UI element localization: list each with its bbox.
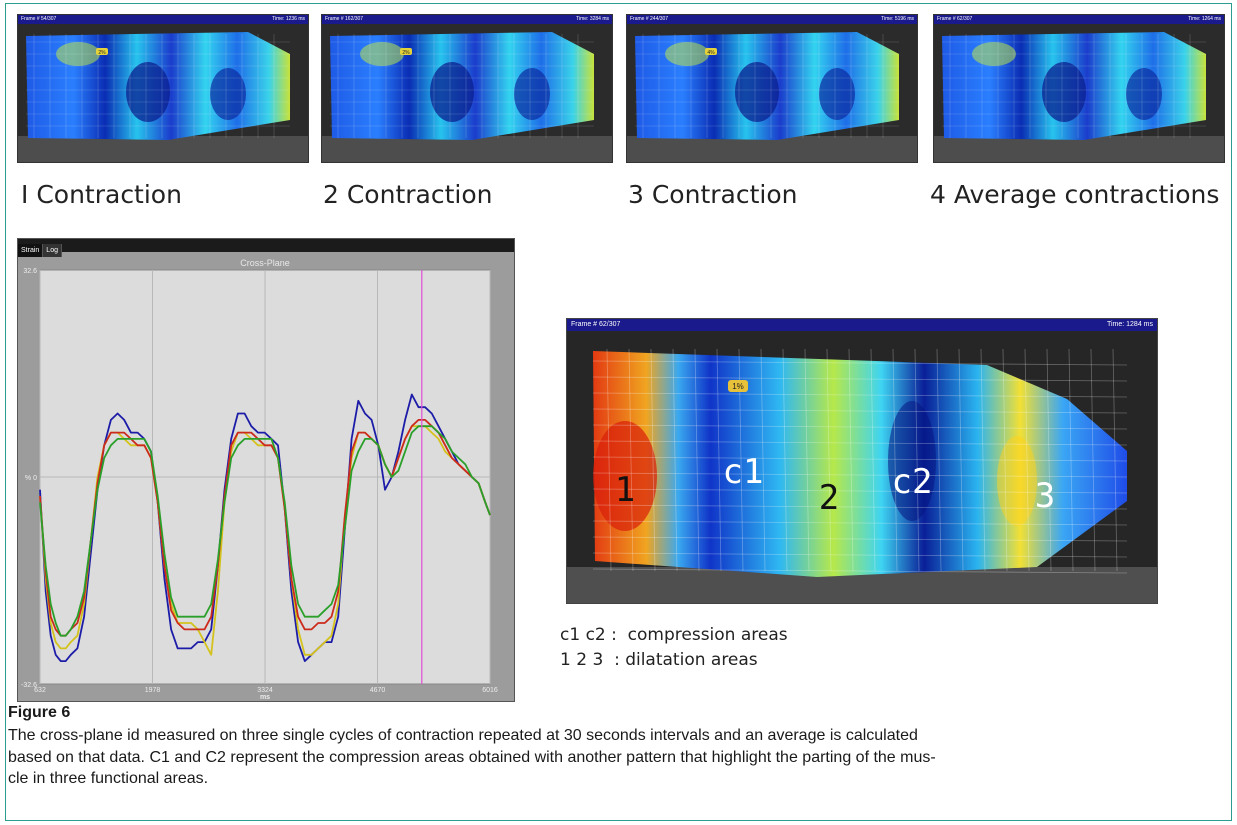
thumbnail-caption: I Contraction: [21, 180, 182, 209]
region-label: 2: [819, 478, 839, 518]
y-tick-label: 0: [33, 475, 37, 482]
x-axis-label: ms: [260, 694, 270, 701]
frame-time: Time: 1236 ms: [272, 16, 305, 22]
y-tick-label: -32.6: [21, 682, 37, 689]
tab-log[interactable]: Log: [43, 244, 62, 257]
strain-map-image: [934, 24, 1224, 162]
percent-badge: 4%: [707, 50, 715, 56]
thumbnail-contraction-2: Frame # 162/307 Time: 3284 ms 2%: [321, 14, 613, 163]
series-line-4: [39, 425, 491, 637]
figure-title: Figure 6: [8, 704, 71, 721]
x-tick-label: 3324: [257, 687, 273, 694]
thumbnail-average: Frame # 62/307 Time: 1264 ms: [933, 14, 1225, 163]
frame-time: Time: 1264 ms: [1188, 16, 1221, 22]
percent-badge: 2%: [402, 50, 410, 56]
frame-number: Frame # 244/307: [630, 16, 669, 22]
legend-compression: c1 c2 : compression areas: [560, 625, 788, 645]
strain-map-image: 4%: [627, 24, 917, 162]
thumbnail-caption: 2 Contraction: [323, 180, 493, 209]
strain-map-image: 2%: [322, 24, 612, 162]
x-tick-label: 4670: [370, 687, 386, 694]
frame-time: Time: 1284 ms: [1106, 321, 1153, 328]
strain-chart-panel: Strain Log Cross-Plane 632 1978 3324 4670 6016…: [17, 238, 515, 702]
percent-badge: 1%: [732, 382, 744, 391]
chart-tabs: Strain Log: [18, 239, 514, 257]
region-label: c1: [723, 452, 764, 492]
frame-number: Frame # 62/307: [571, 321, 621, 328]
frame-number: Frame # 54/307: [21, 16, 57, 22]
y-axis-label: %: [25, 475, 31, 482]
strain-heatmap-panel: Frame # 62/307 Time: 1284 ms 1% 1 c1 2 c2 3: [566, 318, 1158, 604]
frame-time: Time: 5196 ms: [881, 16, 914, 22]
region-label: 1: [615, 470, 635, 510]
cross-plane-chart: Cross-Plane 632 1978 3324 4670 6016 32.6 0 -32.6…: [21, 258, 498, 701]
x-tick-label: 1978: [145, 687, 161, 694]
frame-number: Frame # 162/307: [325, 16, 364, 22]
frame-time: Time: 3284 ms: [576, 16, 609, 22]
percent-badge: 2%: [98, 50, 106, 56]
figure-caption: The cross-plane id measured on three sin…: [8, 727, 936, 787]
x-tick-label: 632: [34, 687, 46, 694]
chart-title: Cross-Plane: [240, 258, 290, 268]
thumbnail-caption: 4 Average contractions: [930, 180, 1220, 209]
frame-number: Frame # 62/307: [937, 16, 973, 22]
thumbnail-caption: 3 Contraction: [628, 180, 798, 209]
muscle-strain-region: [593, 351, 1127, 577]
tab-strain[interactable]: Strain: [18, 244, 44, 257]
y-tick-label: 32.6: [23, 268, 37, 275]
thumbnail-contraction-1: Frame # 54/307 Time: 1236 ms 2%: [17, 14, 309, 163]
strain-map-image: 2%: [18, 24, 308, 162]
region-label: 3: [1035, 476, 1055, 516]
series-line-1: [39, 393, 491, 663]
region-label: c2: [892, 462, 933, 502]
strain-heatmap-image: 1% 1 c1 2 c2 3: [567, 331, 1157, 603]
series-line-3: [39, 418, 491, 637]
legend-dilatation: 1 2 3 : dilatation areas: [560, 650, 758, 670]
x-tick-label: 6016: [482, 687, 498, 694]
thumbnail-contraction-3: Frame # 244/307 Time: 5196 ms 4%: [626, 14, 918, 163]
